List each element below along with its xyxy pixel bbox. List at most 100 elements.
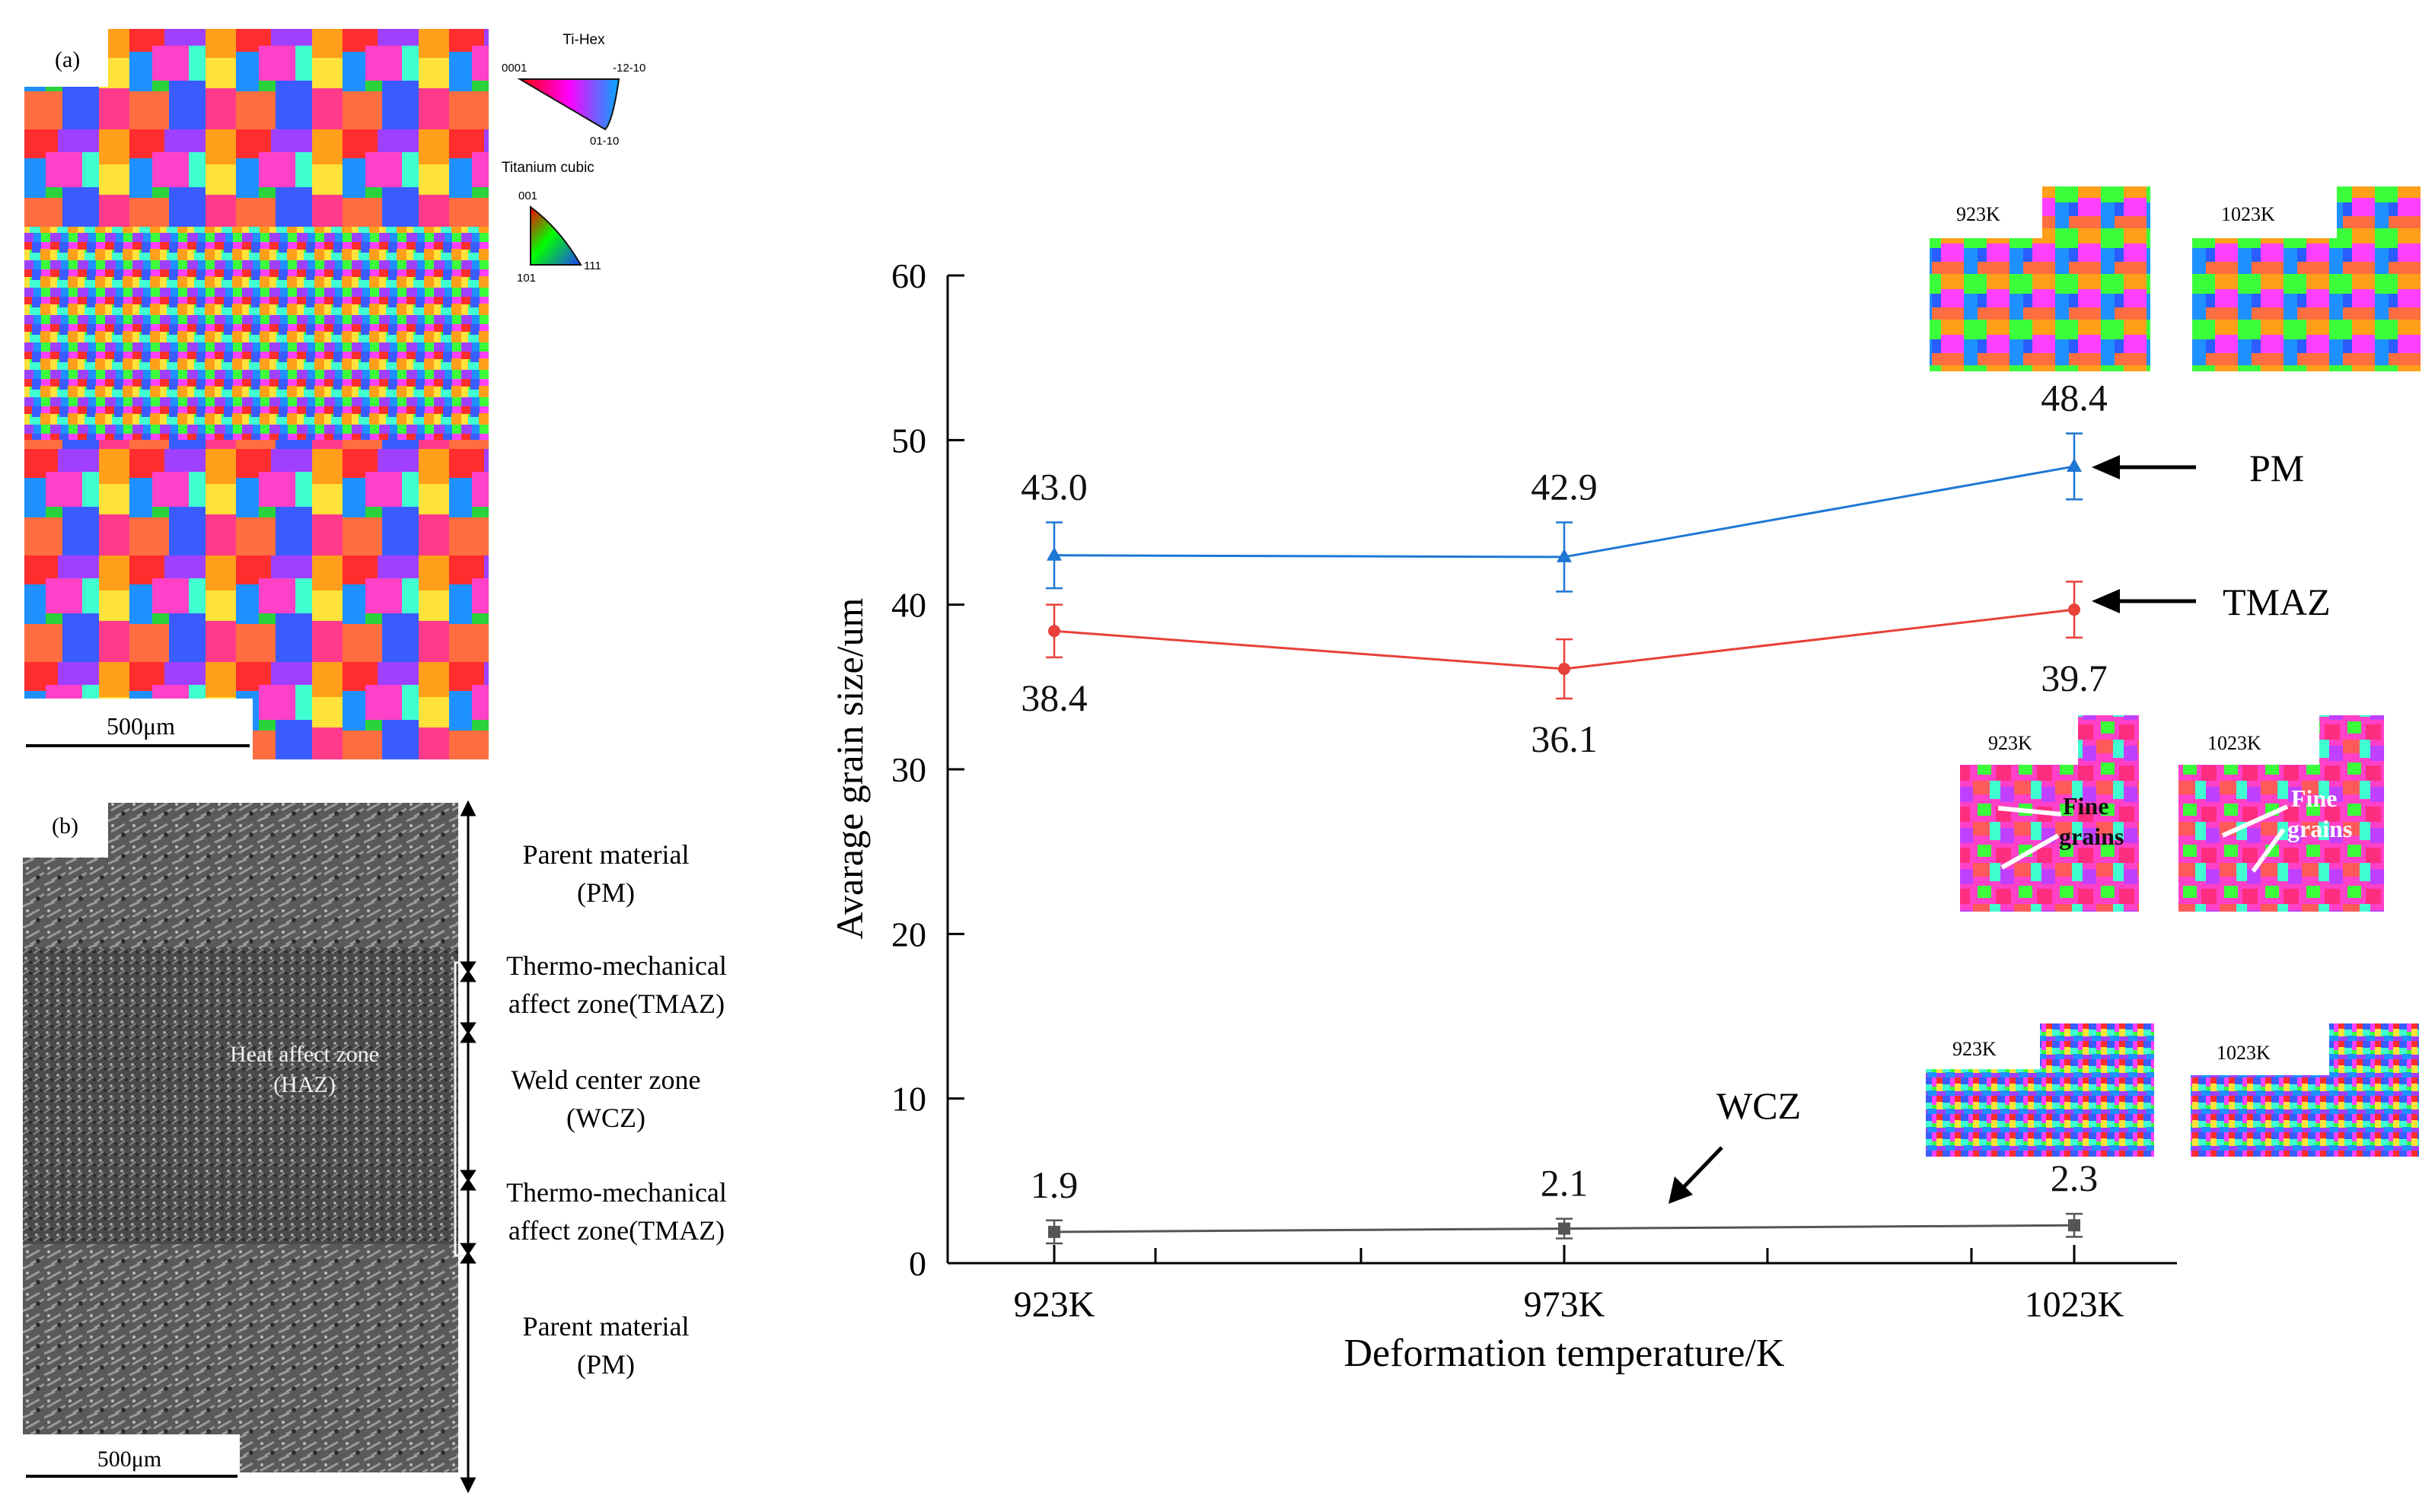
legend-cubic-corner-001: 001 bbox=[518, 189, 537, 202]
series-pm-point-2 bbox=[2067, 457, 2082, 472]
series-wcz-point-2 bbox=[2068, 1219, 2080, 1232]
scale-bar-box-b bbox=[23, 1434, 240, 1480]
inset-tmaz-923k-white bbox=[1960, 715, 2078, 765]
panel-a: (a) 500μm bbox=[24, 29, 489, 759]
legend-hex-title: Ti-Hex bbox=[563, 32, 605, 48]
inset-pm-1023k-white bbox=[2192, 186, 2337, 238]
series-tmaz-point-1 bbox=[1558, 663, 1570, 676]
inset-pm-923k-label: 923K bbox=[1956, 203, 2000, 225]
series-wcz-value-label-0: 1.9 bbox=[1031, 1163, 1079, 1206]
inset-wcz-923k-white bbox=[1926, 1023, 2040, 1069]
series-layer: 43.0 42.9 48.4 38.4 36.1 39.7 1.9 2.1 2.3 bbox=[1021, 377, 2108, 1245]
inset-wcz-1023k-label: 1023K bbox=[2217, 1042, 2271, 1064]
inset-tmaz-923k: 923K Fine grains bbox=[1960, 715, 2139, 912]
inset-tmaz-1023k-label: 1023K bbox=[2207, 732, 2261, 754]
tmaz-annotation: TMAZ bbox=[2092, 581, 2331, 623]
scale-bar-box-a bbox=[24, 699, 253, 759]
ebsd-map-fine-center bbox=[24, 227, 489, 440]
panel-b-label: (b) bbox=[52, 813, 78, 839]
series-tmaz: 38.4 36.1 39.7 bbox=[1021, 581, 2108, 760]
legend-cubic-corner-101: 101 bbox=[517, 272, 536, 285]
inset-pm-923k-main bbox=[1930, 238, 2150, 371]
scale-bar-label-b: 500μm bbox=[97, 1447, 161, 1472]
inset-tmaz-923k-label: 923K bbox=[1988, 732, 2032, 754]
tmaz-series-label: TMAZ bbox=[2223, 581, 2331, 623]
zone-3-line1: Weld center zone bbox=[512, 1065, 701, 1095]
y-tick-label-4: 40 bbox=[891, 586, 926, 625]
series-tmaz-point-2 bbox=[2068, 603, 2080, 616]
inset-tmaz-1023k: 1023K Fine grains bbox=[2178, 715, 2384, 912]
y-tick-label-3: 30 bbox=[891, 750, 926, 789]
series-wcz-point-1 bbox=[1558, 1222, 1570, 1235]
inset-wcz-1023k: 1023K bbox=[2191, 1023, 2419, 1157]
scale-bar-label-a: 500μm bbox=[107, 712, 175, 740]
pm-annotation: PM bbox=[2092, 447, 2304, 489]
inset-wcz-1023k-white bbox=[2191, 1023, 2329, 1075]
series-wcz: 1.9 2.1 2.3 bbox=[1031, 1157, 2099, 1245]
series-pm-value-label-2: 48.4 bbox=[2041, 377, 2108, 419]
pm-arrow-head bbox=[2092, 455, 2120, 479]
inset-tmaz-923k-arrow-1 bbox=[1997, 806, 2062, 816]
y-tick-label-0: 0 bbox=[909, 1244, 926, 1283]
inset-tmaz-1023k-fine-1: Fine bbox=[2291, 785, 2337, 812]
zone-2-line2: affect zone(TMAZ) bbox=[508, 988, 725, 1019]
zone-4-line1: Thermo-mechanical bbox=[506, 1177, 727, 1208]
zone-3-line2: (WCZ) bbox=[566, 1103, 645, 1133]
x-tick-label-2: 1023K bbox=[2025, 1284, 2124, 1325]
series-pm: 43.0 42.9 48.4 bbox=[1021, 377, 2108, 593]
inset-wcz-923k: 923K bbox=[1926, 1023, 2154, 1157]
series-wcz-point-0 bbox=[1048, 1225, 1060, 1238]
series-pm-value-label-0: 43.0 bbox=[1021, 466, 1088, 508]
legend-hex-corner-0001: 0001 bbox=[502, 62, 527, 75]
x-ticks: 923K 973K 1023K bbox=[1014, 1245, 2124, 1325]
inset-tmaz-923k-fine-2: grains bbox=[2059, 823, 2124, 850]
zone-2-line1: Thermo-mechanical bbox=[506, 950, 727, 981]
zone-1-line2: (PM) bbox=[577, 877, 635, 908]
series-pm-value-label-1: 42.9 bbox=[1531, 466, 1598, 508]
inset-tmaz-923k-arrow-2 bbox=[2000, 833, 2060, 870]
inset-tmaz-1023k-arrow-1 bbox=[2221, 804, 2289, 838]
y-tick-label-2: 20 bbox=[891, 915, 926, 953]
series-pm-point-0 bbox=[1047, 546, 1062, 561]
legend-hex-triangle bbox=[517, 78, 620, 131]
inset-tmaz-1023k-white bbox=[2178, 715, 2319, 765]
panel-b: (b) Heat affect zone (HAZ) 500μm Parent … bbox=[23, 800, 727, 1494]
tmaz-arrow-head bbox=[2092, 589, 2120, 613]
inset-pm-1023k-label: 1023K bbox=[2221, 203, 2275, 225]
y-ticks: 0 10 20 30 40 50 60 bbox=[891, 256, 964, 1283]
panel-a-label-box bbox=[24, 29, 108, 87]
series-wcz-value-label-1: 2.1 bbox=[1541, 1162, 1589, 1205]
haz-label-1: Heat affect zone bbox=[230, 1042, 379, 1067]
zone-4-line2: affect zone(TMAZ) bbox=[508, 1215, 725, 1246]
y-axis-label: Avarage grain size/um bbox=[828, 597, 871, 939]
zone-1-line1: Parent material bbox=[523, 839, 690, 870]
series-tmaz-value-label-0: 38.4 bbox=[1021, 676, 1088, 719]
zone-5-line2: (PM) bbox=[577, 1349, 635, 1380]
legend-cubic-title: Titanium cubic bbox=[502, 160, 594, 176]
y-tick-label-1: 10 bbox=[891, 1080, 926, 1119]
wcz-series-label: WCZ bbox=[1716, 1084, 1801, 1127]
x-tick-label-1: 973K bbox=[1524, 1284, 1605, 1325]
wcz-arrow-shaft bbox=[1681, 1146, 1723, 1190]
legend-cubic-corner-111: 111 bbox=[584, 259, 601, 272]
wcz-arrow-head bbox=[1668, 1176, 1693, 1204]
pm-series-label: PM bbox=[2249, 447, 2304, 489]
x-tick-label-0: 923K bbox=[1014, 1284, 1095, 1325]
zone-5-line1: Parent material bbox=[523, 1311, 690, 1342]
legend-cubic-triangle bbox=[530, 205, 582, 266]
y-tick-label-5: 50 bbox=[891, 421, 926, 460]
inset-pm-923k-white bbox=[1930, 186, 2042, 238]
x-axis-label: Deformation temperature/K bbox=[1344, 1332, 1785, 1375]
inset-pm-923k: 923K bbox=[1930, 186, 2150, 371]
series-pm-point-1 bbox=[1557, 548, 1572, 562]
series-wcz-value-label-2: 2.3 bbox=[2051, 1157, 2099, 1199]
series-tmaz-value-label-2: 39.7 bbox=[2041, 657, 2108, 699]
panel-a-label: (a) bbox=[55, 47, 80, 72]
inset-wcz-923k-label: 923K bbox=[1952, 1038, 1997, 1060]
inset-tmaz-1023k-arrow-2 bbox=[2251, 828, 2286, 873]
legend-hex-corner-12-10: -12-10 bbox=[613, 62, 645, 75]
series-tmaz-value-label-1: 36.1 bbox=[1531, 718, 1598, 760]
inset-pm-1023k: 1023K bbox=[2192, 186, 2421, 371]
y-tick-label-6: 60 bbox=[891, 256, 926, 295]
